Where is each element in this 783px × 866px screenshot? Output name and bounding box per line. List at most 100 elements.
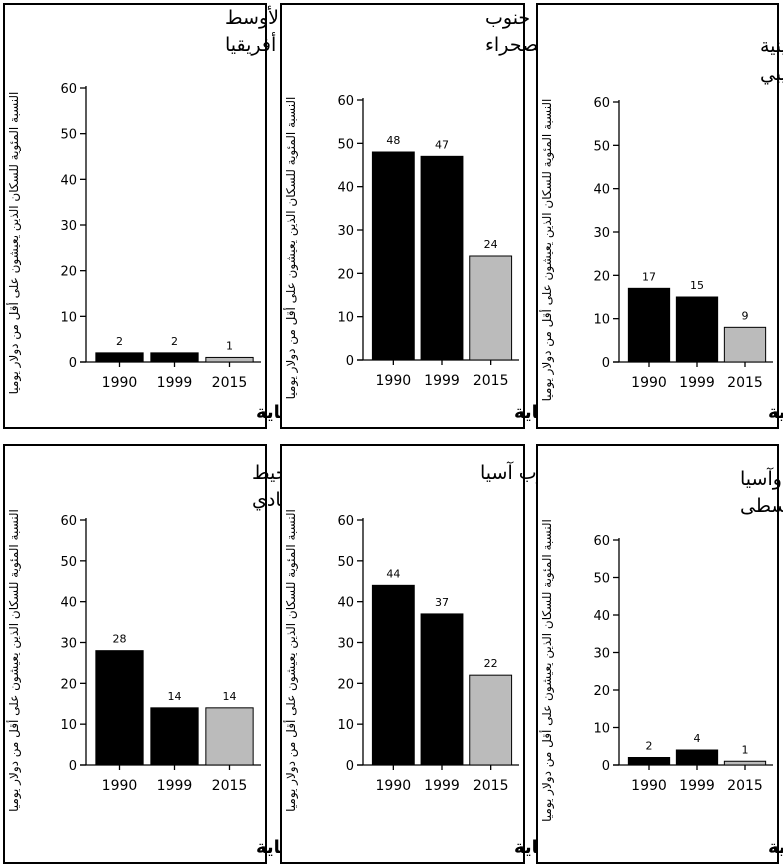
y-tick-label: 40 — [593, 609, 610, 624]
chart-panel-4: شرق آسيا والمحيطالهادي0102030405060النسب… — [3, 444, 405, 864]
y-axis-label: النسبة المئوية للسكان الذين يعيشون على أ… — [283, 97, 299, 400]
data-label-2015: 1 — [742, 743, 749, 756]
x-tick-label-1990: 1990 — [631, 375, 667, 391]
x-tick-label-2015: 2015 — [473, 373, 509, 389]
data-label-2015: 22 — [484, 657, 498, 670]
chart-title-line-2: الوسطى — [740, 495, 783, 517]
y-tick-label: 40 — [593, 183, 610, 198]
x-tick-label-2015: 2015 — [473, 778, 509, 794]
y-tick-label: 50 — [593, 139, 610, 154]
y-tick-label: 40 — [60, 173, 77, 188]
y-axis-label: النسبة المئوية للسكان الذين يعيشون على أ… — [6, 509, 22, 812]
chart-panel-3: أمريكا اللاتينية والكاريبي 0 10 20 30 40 50 60 ال… — [536, 3, 783, 429]
bar-1999 — [420, 155, 464, 361]
y-tick-label: 0 — [69, 356, 77, 371]
data-label-1999: 2 — [171, 335, 178, 348]
y-tick-label: 20 — [337, 267, 354, 282]
bar-1990 — [95, 650, 144, 766]
bar-1990 — [371, 151, 415, 361]
data-label-1999: 37 — [435, 596, 449, 609]
bar-2015 — [469, 255, 513, 361]
bar-2015 — [205, 707, 254, 766]
y-tick-label: 0 — [602, 759, 610, 774]
y-tick-label: 20 — [60, 677, 77, 692]
y-tick-label: 40 — [337, 181, 354, 196]
y-tick-label: 60 — [337, 514, 354, 529]
bar-1990 — [627, 287, 671, 363]
y-tick-label: 60 — [593, 96, 610, 111]
y-tick-label: 40 — [60, 596, 77, 611]
x-tick-label-2015: 2015 — [727, 778, 763, 794]
panel-border — [536, 444, 779, 864]
x-tick-label-2015: 2015 — [212, 778, 248, 794]
bar-2015 — [469, 674, 513, 766]
y-tick-label: 20 — [593, 269, 610, 284]
bar-1999 — [150, 707, 199, 766]
y-tick-label: 30 — [593, 226, 610, 241]
y-tick-label: 60 — [60, 514, 77, 529]
data-label-2015: 9 — [742, 309, 749, 322]
y-tick-label: 10 — [593, 722, 610, 737]
y-tick-label: 60 — [60, 82, 77, 97]
y-tick-label: 0 — [346, 759, 354, 774]
y-tick-label: 50 — [337, 555, 354, 570]
y-tick-label: 50 — [337, 137, 354, 152]
y-tick-label: 50 — [593, 572, 610, 587]
data-label-1990: 17 — [642, 270, 656, 283]
panel-border — [3, 3, 267, 429]
chart-title-line-1: أوروبا وآسيا — [740, 466, 783, 490]
bar-2015 — [723, 326, 767, 363]
y-tick-label: 30 — [593, 647, 610, 662]
y-tick-label: 30 — [337, 637, 354, 652]
bar-1990 — [371, 584, 415, 766]
y-tick-label: 20 — [337, 677, 354, 692]
data-label-1999: 47 — [435, 138, 449, 151]
x-tick-label-1999: 1999 — [679, 375, 715, 391]
data-label-1999: 14 — [168, 690, 182, 703]
y-tick-label: 50 — [60, 555, 77, 570]
data-label-2015: 1 — [226, 339, 233, 352]
data-label-2015: 24 — [484, 238, 498, 251]
x-tick-label-1990: 1990 — [376, 373, 412, 389]
y-tick-label: 50 — [60, 128, 77, 143]
data-label-1990: 2 — [116, 335, 123, 348]
chart-panel-6: أوروبا وآسيا الوسطى 0 10 20 30 40 50 60 النسبة ال… — [536, 444, 783, 864]
x-tick-label-1999: 1999 — [424, 778, 460, 794]
y-tick-label: 10 — [337, 718, 354, 733]
bar-1999 — [675, 749, 719, 766]
chart-title-line-2: الصحراء — [485, 34, 550, 56]
bar-1999 — [150, 352, 199, 363]
y-tick-label: 40 — [337, 596, 354, 611]
y-tick-label: 0 — [602, 356, 610, 371]
x-tick-label-1990: 1990 — [102, 778, 138, 794]
x-axis-label: الغاية — [768, 837, 783, 858]
bar-1990 — [95, 352, 144, 363]
x-tick-label-2015: 2015 — [212, 375, 248, 391]
y-tick-label: 20 — [593, 684, 610, 699]
y-tick-label: 60 — [593, 534, 610, 549]
chart-title-line-2: والكاريبي — [760, 63, 783, 85]
y-tick-label: 10 — [593, 313, 610, 328]
y-tick-label: 10 — [60, 718, 77, 733]
y-axis-label: النسبة المئوية للسكان الذين يعيشون على أ… — [539, 519, 555, 822]
y-axis-label: النسبة المئوية للسكان الذين يعيشون على أ… — [283, 509, 299, 812]
y-tick-label: 10 — [60, 310, 77, 325]
data-label-1999: 15 — [690, 279, 704, 292]
x-tick-label-1990: 1990 — [376, 778, 412, 794]
data-label-1990: 44 — [386, 567, 400, 580]
data-label-1999: 4 — [694, 732, 701, 745]
y-tick-label: 60 — [337, 94, 354, 109]
x-tick-label-1990: 1990 — [631, 778, 667, 794]
y-tick-label: 30 — [60, 219, 77, 234]
bar-2015 — [205, 356, 254, 363]
y-axis-label: النسبة المئوية للسكان الذين يعيشون على أ… — [6, 92, 22, 395]
x-tick-label-2015: 2015 — [727, 375, 763, 391]
data-label-2015: 14 — [223, 690, 237, 703]
x-tick-label-1990: 1990 — [102, 375, 138, 391]
y-tick-label: 10 — [337, 311, 354, 326]
bar-1990 — [627, 757, 671, 766]
x-tick-label-1999: 1999 — [424, 373, 460, 389]
y-tick-label: 30 — [337, 224, 354, 239]
y-tick-label: 0 — [346, 354, 354, 369]
x-tick-label-1999: 1999 — [679, 778, 715, 794]
